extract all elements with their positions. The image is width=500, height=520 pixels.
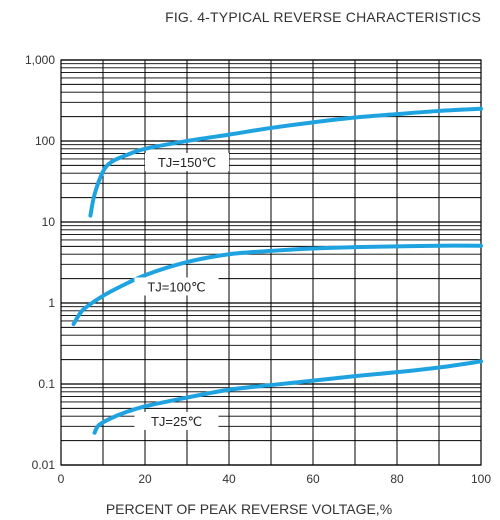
series-curves <box>71 106 483 435</box>
series-label-background <box>145 153 229 172</box>
y-tick-label: 100 <box>35 134 55 148</box>
y-tick-label: 10 <box>42 215 56 229</box>
series-label: TJ=150℃ <box>158 155 216 170</box>
x-tick-label: 80 <box>390 472 404 486</box>
series-curve <box>71 243 483 327</box>
x-tick-label: 100 <box>471 472 491 486</box>
series-curve <box>88 106 483 218</box>
series-label: TJ=25℃ <box>151 414 202 429</box>
y-tick-label: 1 <box>48 296 55 310</box>
series-labels: TJ=150℃ TJ=100℃ TJ=25℃ <box>134 153 229 430</box>
series-curve <box>92 359 483 435</box>
y-tick-label: 0.1 <box>38 377 55 391</box>
y-axis-ticks: 0.01 0.1 1 10 100 1,000 <box>25 53 55 472</box>
x-tick-label: 0 <box>58 472 65 486</box>
grid <box>60 59 482 466</box>
x-axis-ticks: 0 20 40 60 80 100 <box>58 472 492 486</box>
y-tick-label: 1,000 <box>25 53 55 67</box>
series-label: TJ=100℃ <box>147 279 205 294</box>
x-axis-label: PERCENT OF PEAK REVERSE VOLTAGE,% <box>106 501 392 517</box>
y-tick-label: 0.01 <box>32 458 56 472</box>
x-tick-label: 40 <box>222 472 236 486</box>
series-label-background <box>134 411 219 430</box>
x-tick-label: 20 <box>138 472 152 486</box>
chart-title: FIG. 4-TYPICAL REVERSE CHARACTERISTICS <box>165 9 481 25</box>
x-tick-label: 60 <box>306 472 320 486</box>
series-label-background <box>134 277 219 296</box>
plot-frame <box>60 59 482 466</box>
